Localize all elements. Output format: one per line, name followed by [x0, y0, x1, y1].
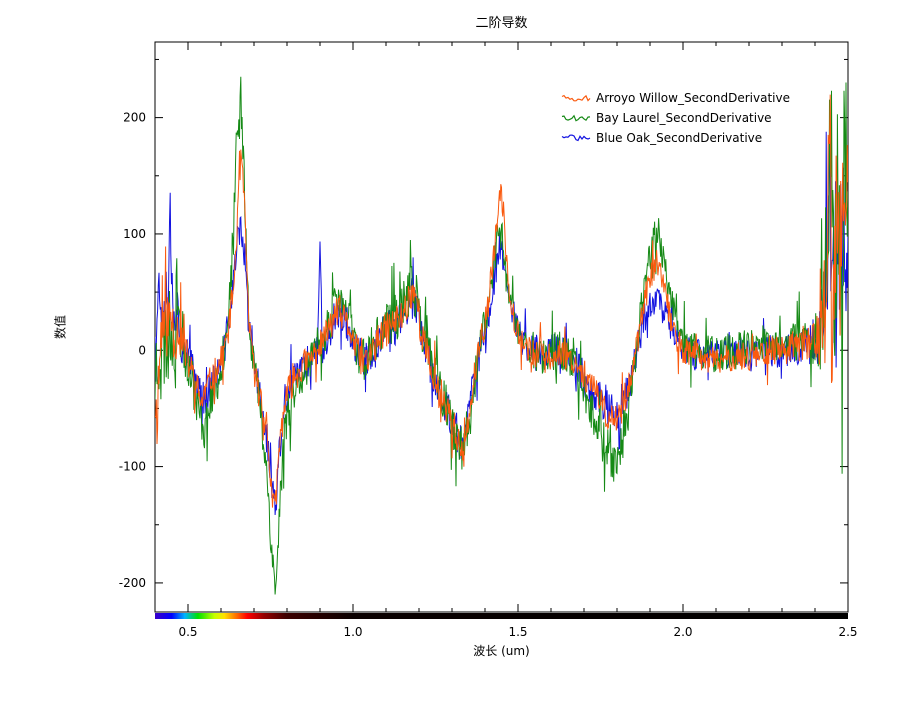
y-tick-label: 100	[123, 227, 146, 241]
chart-title: 二阶导数	[475, 16, 528, 31]
x-tick-label: 2.0	[673, 625, 692, 639]
x-axis-label: 波长 (um)	[473, 644, 530, 658]
y-tick-label: -200	[119, 576, 146, 590]
series-line-bay-laurel-secondderivative	[155, 76, 848, 595]
legend-swatch-bay-laurel-secondderivative	[561, 114, 591, 122]
legend-swatch-blue-oak-secondderivative	[561, 134, 591, 142]
legend-swatch-arroyo-willow-secondderivative	[561, 94, 591, 102]
x-tick-label: 0.5	[178, 625, 197, 639]
plot-border	[154, 41, 849, 613]
x-tick-label: 1.0	[343, 625, 362, 639]
legend-label-bay-laurel-secondderivative: Bay Laurel_SecondDerivative	[596, 111, 772, 125]
y-tick-label: 200	[123, 111, 146, 125]
tick-labels: 0.5 1.0 1.5 2.0 2.5 -200 -100 0 100 200	[119, 111, 858, 639]
y-tick-label: 0	[138, 343, 146, 357]
legend: Arroyo Willow_SecondDerivative Bay Laurel…	[561, 91, 790, 145]
series-line-blue-oak-secondderivative	[155, 125, 848, 516]
wavelength-colorbar	[155, 613, 848, 619]
legend-label-blue-oak-secondderivative: Blue Oak_SecondDerivative	[596, 131, 762, 145]
axis-ticks	[154, 42, 849, 612]
x-tick-label: 1.5	[508, 625, 527, 639]
x-tick-label: 2.5	[838, 625, 857, 639]
series-lines	[155, 76, 848, 595]
series-line-arroyo-willow-secondderivative	[155, 94, 848, 508]
legend-label-arroyo-willow-secondderivative: Arroyo Willow_SecondDerivative	[596, 91, 790, 105]
y-tick-label: -100	[119, 460, 146, 474]
